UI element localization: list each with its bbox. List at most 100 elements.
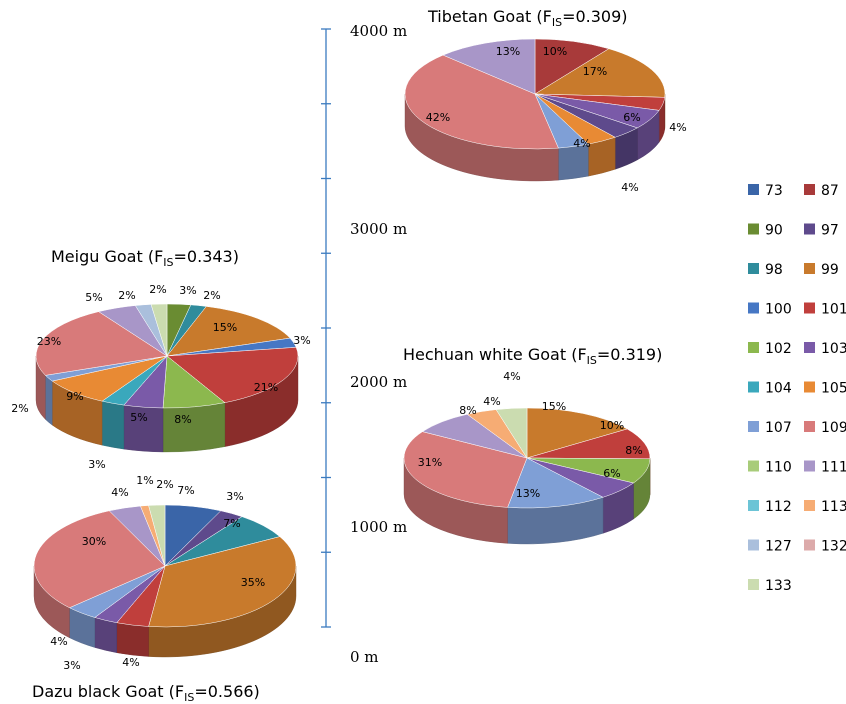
legend-label-112: 112 bbox=[765, 499, 792, 515]
pie-tibetan: 10% 17% 6% 4% 4% 4% 42% 13% Tibetan Goat (FIS=0.… bbox=[404, 7, 687, 194]
legend-label-97: 97 bbox=[821, 223, 839, 239]
legend-label-110: 110 bbox=[765, 460, 792, 476]
pie-meigu-slice-101 bbox=[166, 347, 299, 403]
pie-meigu-label-90: 3% bbox=[179, 284, 196, 297]
legend-swatch-90 bbox=[748, 223, 759, 235]
legend-label-87: 87 bbox=[821, 183, 839, 199]
title-suffix: =0.566) bbox=[194, 682, 259, 701]
pie-hechuan-label-109: 31% bbox=[418, 456, 442, 469]
pie-meigu-labels: 3% 2% 15% 3% 21% 8% 5% 3% 9% 2% 23% 5% 2% 2% bbox=[11, 283, 310, 471]
legend-label-133: 133 bbox=[765, 578, 792, 594]
legend-swatch-133 bbox=[748, 579, 759, 590]
title-subscript: IS bbox=[163, 256, 173, 269]
pie-dazu-labels: 7% 3% 7% 35% 4% 3% 4% 30% 4% 1% 2% bbox=[50, 474, 265, 672]
pie-tibetan-label-111: 13% bbox=[496, 45, 520, 58]
pie-tibetan-sides bbox=[404, 93, 666, 182]
pie-meigu-label-102: 8% bbox=[174, 413, 191, 426]
title-suffix: =0.309) bbox=[562, 7, 627, 26]
legend-label-98: 98 bbox=[765, 262, 783, 278]
pie-dazu-label-113: 1% bbox=[136, 474, 153, 487]
legend-swatch-107 bbox=[748, 421, 759, 432]
title-prefix: Tibetan Goat (F bbox=[427, 7, 552, 26]
legend-label-127: 127 bbox=[765, 539, 792, 555]
pie-hechuan-slice-99 bbox=[526, 407, 628, 459]
pie-tibetan-title: Tibetan Goat (FIS=0.309) bbox=[427, 7, 628, 29]
pie-dazu-side-101 bbox=[116, 622, 149, 657]
legend-label-132: 132 bbox=[821, 539, 846, 555]
pie-meigu-label-133: 2% bbox=[149, 283, 166, 296]
pie-tibetan-slice-111 bbox=[442, 38, 536, 95]
altitude-tick-label: 2000 m bbox=[350, 373, 407, 391]
title-prefix: Dazu black Goat (F bbox=[32, 682, 184, 701]
title-suffix: =0.319) bbox=[597, 345, 662, 364]
pie-hechuan-slice-133 bbox=[495, 407, 528, 459]
pie-hechuan-label-99: 15% bbox=[542, 400, 566, 413]
legend-swatch-98 bbox=[748, 263, 759, 274]
legend-swatch-113 bbox=[804, 500, 815, 511]
pie-charts: 10%17%6%4%4%4%42%13%Tibetan Goat (FIS=0.… bbox=[11, 7, 686, 704]
pie-dazu: 7% 3% 7% 35% 4% 3% 4% 30% 4% 1% 2% Dazu black Goat … bbox=[32, 474, 297, 704]
legend-swatch-103 bbox=[804, 342, 815, 353]
pie-tibetan-label-107: 4% bbox=[573, 137, 590, 150]
pie-dazu-label-97: 3% bbox=[226, 490, 243, 503]
pie-tibetan-label-109: 42% bbox=[426, 111, 450, 124]
pie-meigu-label-101: 21% bbox=[254, 381, 278, 394]
pie-meigu-slice-109 bbox=[35, 311, 168, 376]
pie-meigu-label-98: 2% bbox=[203, 289, 220, 302]
pie-dazu-slices bbox=[33, 504, 297, 628]
legend-swatch-111 bbox=[804, 460, 815, 472]
pie-meigu-label-109: 23% bbox=[37, 335, 61, 348]
legend-swatch-97 bbox=[804, 223, 815, 235]
pie-meigu-label-100: 3% bbox=[293, 334, 310, 347]
legend-swatch-87 bbox=[804, 184, 815, 195]
legend-label-73: 73 bbox=[765, 183, 783, 199]
pie-tibetan-label-105: 4% bbox=[621, 181, 638, 194]
legend-label-113: 113 bbox=[821, 499, 846, 515]
pie-hechuan-label-103: 6% bbox=[603, 467, 620, 480]
pie-dazu-label-133: 2% bbox=[156, 478, 173, 491]
pie-dazu-title: Dazu black Goat (FIS=0.566) bbox=[32, 682, 260, 704]
pie-meigu-slice-133 bbox=[150, 303, 168, 357]
pie-meigu: 3% 2% 15% 3% 21% 8% 5% 3% 9% 2% 23% 5% 2% 2% Meigu Goa… bbox=[11, 247, 310, 471]
pie-meigu-label-111: 5% bbox=[85, 291, 102, 304]
pie-hechuan-labels: 15%10%8%6%13%31%8%4%4% bbox=[418, 370, 643, 500]
pie-meigu-title: Meigu Goat (FIS=0.343) bbox=[51, 247, 239, 269]
legend-swatch-109 bbox=[804, 421, 815, 432]
pie-hechuan-slice-109 bbox=[403, 431, 528, 508]
pie-hechuan-label-107: 13% bbox=[516, 487, 540, 500]
legend-swatch-100 bbox=[748, 302, 759, 314]
pie-hechuan-label-111: 8% bbox=[459, 404, 476, 417]
altitude-tick-label: 3000 m bbox=[350, 220, 407, 238]
altitude-tick-label: 0 m bbox=[350, 648, 379, 666]
pie-dazu-label-99: 35% bbox=[241, 576, 265, 589]
legend-label-109: 109 bbox=[821, 420, 846, 436]
pie-tibetan-slices bbox=[404, 38, 666, 150]
pie-dazu-label-107: 4% bbox=[50, 635, 67, 648]
pie-hechuan-label-113: 4% bbox=[483, 395, 500, 408]
legend-label-105: 105 bbox=[821, 381, 846, 397]
legend-label-99: 99 bbox=[821, 262, 839, 278]
pie-dazu-slice-133 bbox=[148, 504, 166, 567]
pie-meigu-label-127: 2% bbox=[118, 289, 135, 302]
pie-dazu-label-101: 4% bbox=[122, 656, 139, 669]
legend-label-100: 100 bbox=[765, 302, 792, 318]
pie-tibetan-label-87: 10% bbox=[543, 45, 567, 58]
legend-label-104: 104 bbox=[765, 381, 792, 397]
legend-swatch-102 bbox=[748, 342, 759, 353]
legend-label-111: 111 bbox=[821, 460, 846, 476]
pie-dazu-label-111: 4% bbox=[111, 486, 128, 499]
legend-swatch-105 bbox=[804, 381, 815, 393]
altitude-axis: 4000 m 3000 m 2000 m 1000 m 0 m bbox=[321, 22, 407, 666]
pie-hechuan-slice-107 bbox=[507, 457, 604, 509]
pie-tibetan-labels: 10% 17% 6% 4% 4% 4% 42% 13% bbox=[426, 45, 687, 194]
pie-hechuan: 15%10%8%6%13%31%8%4%4%Hechuan white Goat… bbox=[403, 345, 662, 545]
pie-hechuan-label-102: 8% bbox=[625, 444, 642, 457]
pie-tibetan-label-97: 4% bbox=[669, 121, 686, 134]
legend-label-102: 102 bbox=[765, 341, 792, 357]
legend-swatch-112 bbox=[748, 500, 759, 511]
legend-swatch-99 bbox=[804, 263, 815, 274]
legend-swatch-132 bbox=[804, 539, 815, 551]
title-suffix: =0.343) bbox=[174, 247, 239, 266]
pie-meigu-side-107 bbox=[45, 374, 53, 426]
title-subscript: IS bbox=[552, 16, 562, 29]
